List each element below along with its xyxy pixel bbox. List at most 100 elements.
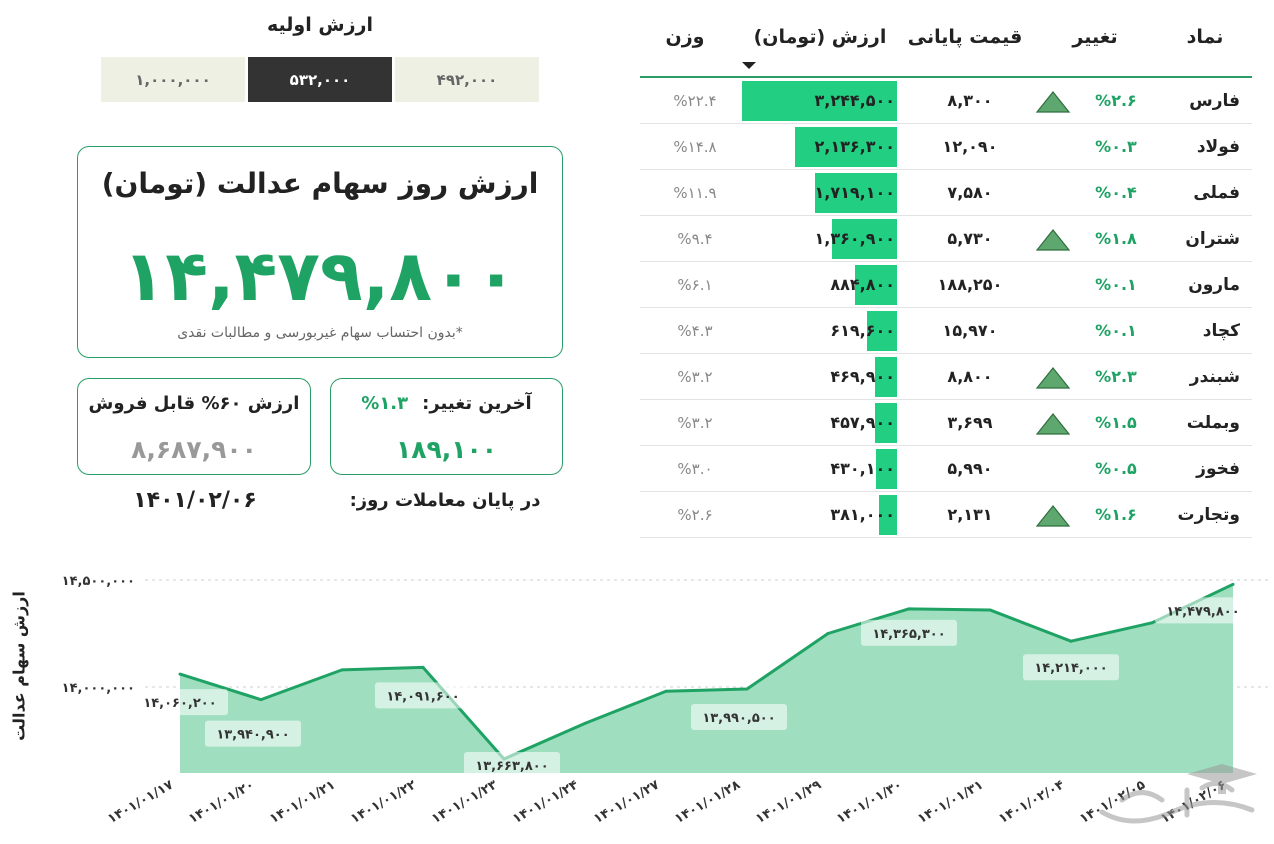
row-symbol: شبندر xyxy=(1189,367,1240,387)
initial-value-selector: ۱,۰۰۰,۰۰۰ ۵۳۲,۰۰۰ ۴۹۲,۰۰۰ xyxy=(101,57,539,102)
sellable-value-card: ارزش ۶۰% قابل فروش ۸,۶۸۷,۹۰۰ xyxy=(77,378,311,475)
row-change-percent: %۲.۳ xyxy=(1095,367,1137,386)
chart-x-tick-label: ۱۴۰۱/۰۱/۱۷ xyxy=(105,777,176,827)
row-change-percent: %۰.۵ xyxy=(1095,459,1137,478)
row-weight: %۱۴.۸ xyxy=(673,138,717,156)
table-row[interactable]: فخوز %۰.۵ ۵,۹۹۰ ۴۳۰,۱۰۰ %۳.۰ xyxy=(640,446,1252,492)
row-change-percent: %۰.۱ xyxy=(1095,321,1137,340)
up-triangle-icon xyxy=(1035,91,1071,113)
trading-date: ۱۴۰۱/۰۲/۰۶ xyxy=(133,488,257,513)
chart-x-tick-label: ۱۴۰۱/۰۱/۲۲ xyxy=(348,777,419,827)
table-row[interactable]: وتجارت %۱.۶ ۲,۱۳۱ ۳۸۱,۰۰۰ %۲.۶ xyxy=(640,492,1252,538)
chart-point xyxy=(259,698,263,702)
column-header-change[interactable]: تغییر xyxy=(1072,26,1118,48)
chart-y-tick-label: ۱۴,۰۰۰,۰۰۰ xyxy=(62,681,135,696)
initial-value-option-1000000[interactable]: ۱,۰۰۰,۰۰۰ xyxy=(101,57,245,102)
table-row[interactable]: فملی %۰.۴ ۷,۵۸۰ ۱,۷۱۹,۱۰۰ %۱۱.۹ xyxy=(640,170,1252,216)
row-symbol: شتران xyxy=(1185,229,1240,249)
last-change-percent: %۱.۳ xyxy=(361,393,409,414)
sellable-value-label: ارزش ۶۰% قابل فروش xyxy=(88,393,300,414)
chart-data-label: ۱۳,۹۴۰,۹۰۰ xyxy=(216,728,289,743)
chart-data-label-bg xyxy=(861,619,957,646)
row-value: ۲,۱۳۶,۳۰۰ xyxy=(814,137,895,156)
chart-x-tick-label: ۱۴۰۱/۰۱/۲۷ xyxy=(591,777,662,827)
sellable-value: ۸,۶۸۷,۹۰۰ xyxy=(131,435,257,464)
row-symbol: وتجارت xyxy=(1177,505,1240,525)
row-weight: %۴.۳ xyxy=(677,322,713,340)
column-header-close-price[interactable]: قیمت پایانی xyxy=(907,26,1023,48)
chart-line xyxy=(179,582,1234,761)
chart-x-tick-label: ۱۴۰۱/۰۱/۲۴ xyxy=(510,777,581,827)
table-row[interactable]: کچاد %۰.۱ ۱۵,۹۷۰ ۶۱۹,۶۰۰ %۴.۳ xyxy=(640,308,1252,354)
chart-data-label-bg xyxy=(1155,597,1251,624)
chart-point xyxy=(178,672,182,676)
row-change-percent: %۲.۶ xyxy=(1095,91,1137,110)
row-change-percent: %۱.۵ xyxy=(1095,413,1137,432)
row-value-bar xyxy=(875,357,897,397)
chart-x-tick-label: ۱۴۰۱/۰۱/۲۳ xyxy=(429,777,500,827)
current-value-title: ارزش روز سهام عدالت (تومان) xyxy=(101,167,539,200)
initial-value-option-532000[interactable]: ۵۳۲,۰۰۰ xyxy=(248,57,392,102)
chart-point xyxy=(907,607,911,611)
chart-x-tick-label: ۱۴۰۱/۰۱/۲۰ xyxy=(186,777,257,826)
row-symbol: کچاد xyxy=(1202,321,1240,341)
row-value-bar xyxy=(879,495,897,535)
sort-descending-icon xyxy=(742,62,756,69)
chart-x-tick-label: ۱۴۰۱/۰۱/۲۸ xyxy=(672,777,743,827)
row-value: ۱,۷۱۹,۱۰۰ xyxy=(814,183,895,202)
chart-y-tick-label: ۱۴,۵۰۰,۰۰۰ xyxy=(62,574,135,589)
chart-x-tick-label: ۱۴۰۱/۰۱/۳۱ xyxy=(915,777,986,826)
row-symbol: مارون xyxy=(1188,275,1240,295)
row-close-price: ۱۲,۰۹۰ xyxy=(942,137,998,156)
row-symbol: فخوز xyxy=(1196,459,1240,479)
chart-data-label-bg xyxy=(691,704,787,731)
chart-point xyxy=(988,608,992,612)
row-close-price: ۱۸۸,۲۵۰ xyxy=(937,275,1003,294)
row-change-percent: %۱.۶ xyxy=(1095,505,1137,524)
table-row[interactable]: وبملت %۱.۵ ۳,۶۹۹ ۴۵۷,۹۰۰ %۳.۲ xyxy=(640,400,1252,446)
row-value-bar xyxy=(855,265,897,305)
row-value: ۴۶۹,۹۰۰ xyxy=(830,367,895,386)
last-change-row: آخرین تغییر: %۱.۳ xyxy=(331,393,562,414)
row-close-price: ۸,۸۰۰ xyxy=(947,367,993,386)
column-header-symbol[interactable]: نماد xyxy=(1186,26,1224,48)
last-change-value: ۱۸۹,۱۰۰ xyxy=(395,435,498,464)
table-row[interactable]: مارون %۰.۱ ۱۸۸,۲۵۰ ۸۸۴,۸۰۰ %۶.۱ xyxy=(640,262,1252,308)
column-header-weight[interactable]: وزن xyxy=(665,26,705,48)
row-weight: %۱۱.۹ xyxy=(673,184,717,202)
chart-x-tick-label: ۱۴۰۱/۰۱/۲۹ xyxy=(753,777,824,827)
initial-value-title: ارزش اولیه xyxy=(267,14,373,36)
up-triangle-icon xyxy=(1035,367,1071,389)
up-triangle-icon xyxy=(1035,229,1071,251)
row-close-price: ۵,۹۹۰ xyxy=(947,459,993,478)
row-close-price: ۱۵,۹۷۰ xyxy=(942,321,998,340)
table-row[interactable]: فولاد %۰.۳ ۱۲,۰۹۰ ۲,۱۳۶,۳۰۰ %۱۴.۸ xyxy=(640,124,1252,170)
chart-point xyxy=(1069,639,1073,643)
row-weight: %۳.۲ xyxy=(677,414,713,432)
row-value: ۴۵۷,۹۰۰ xyxy=(830,413,895,432)
chart-data-label: ۱۴,۲۱۴,۰۰۰ xyxy=(1034,661,1107,676)
column-header-value[interactable]: ارزش (تومان) xyxy=(753,26,887,48)
row-change-percent: %۰.۴ xyxy=(1095,183,1137,202)
chart-x-tick-label: ۱۴۰۱/۰۱/۳۰ xyxy=(834,777,905,826)
row-close-price: ۲,۱۳۱ xyxy=(947,505,993,524)
chart-point xyxy=(745,687,749,691)
row-weight: %۳.۰ xyxy=(677,460,713,478)
table-row[interactable]: شبندر %۲.۳ ۸,۸۰۰ ۴۶۹,۹۰۰ %۳.۲ xyxy=(640,354,1252,400)
chart-area xyxy=(180,584,1233,773)
row-value-bar xyxy=(867,311,897,351)
row-value-bar xyxy=(832,219,897,259)
table-row[interactable]: فارس %۲.۶ ۸,۳۰۰ ۳,۲۴۴,۵۰۰ %۲۲.۴ xyxy=(640,78,1252,124)
chart-data-label: ۱۳,۹۹۰,۵۰۰ xyxy=(702,711,775,726)
row-symbol: فولاد xyxy=(1196,137,1240,157)
last-change-label: آخرین تغییر: xyxy=(422,393,532,414)
chart-data-label: ۱۳,۶۶۳,۸۰۰ xyxy=(475,759,548,774)
chart-data-label: ۱۴,۴۷۹,۸۰۰ xyxy=(1166,604,1239,619)
table-row[interactable]: شتران %۱.۸ ۵,۷۳۰ ۱,۳۶۰,۹۰۰ %۹.۴ xyxy=(640,216,1252,262)
chart-data-label: ۱۴,۳۶۵,۳۰۰ xyxy=(872,627,945,642)
initial-value-option-492000[interactable]: ۴۹۲,۰۰۰ xyxy=(395,57,539,102)
chart-data-label: ۱۴,۰۶۰,۲۰۰ xyxy=(143,696,216,711)
row-value: ۳,۲۴۴,۵۰۰ xyxy=(814,91,895,110)
row-value: ۸۸۴,۸۰۰ xyxy=(830,275,895,294)
chart-data-label-bg xyxy=(205,720,301,747)
